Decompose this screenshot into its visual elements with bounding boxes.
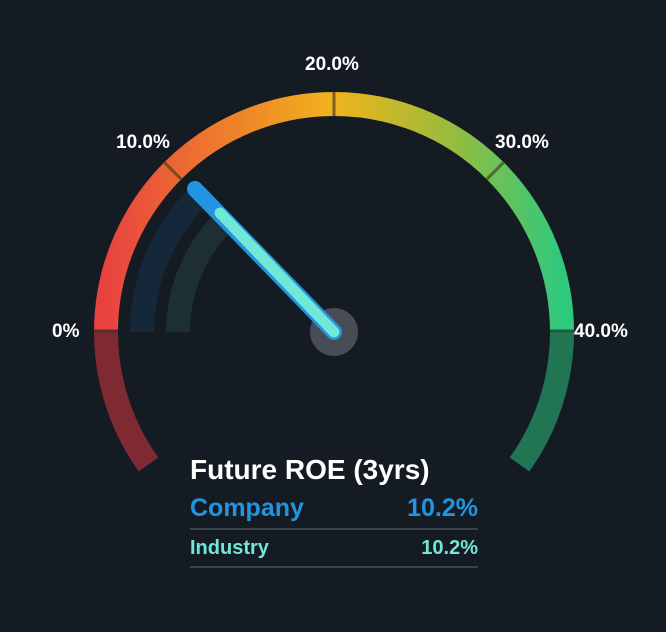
legend: Future ROE (3yrs) Company 10.2% Industry… bbox=[190, 452, 478, 568]
industry-value: 10.2% bbox=[421, 536, 478, 559]
legend-row-industry: Industry 10.2% bbox=[190, 530, 478, 568]
tick-label-30: 30.0% bbox=[495, 132, 549, 153]
company-value: 10.2% bbox=[407, 493, 478, 522]
tick-label-0: 0% bbox=[52, 321, 80, 342]
tick-label-40: 40.0% bbox=[574, 321, 628, 342]
low-extension-arc bbox=[94, 331, 159, 472]
industry-label: Industry bbox=[190, 536, 269, 559]
company-track-arc bbox=[130, 185, 209, 333]
legend-title: Future ROE (3yrs) bbox=[190, 454, 430, 485]
company-label: Company bbox=[190, 493, 304, 522]
high-extension-arc bbox=[509, 331, 574, 472]
tick-label-20: 20.0% bbox=[305, 54, 359, 75]
industry-track-arc bbox=[166, 211, 235, 333]
industry-needle bbox=[214, 207, 340, 338]
tick-label-10: 10.0% bbox=[116, 132, 170, 153]
legend-row-company: Company 10.2% bbox=[190, 488, 478, 530]
tick-marks bbox=[94, 92, 574, 333]
